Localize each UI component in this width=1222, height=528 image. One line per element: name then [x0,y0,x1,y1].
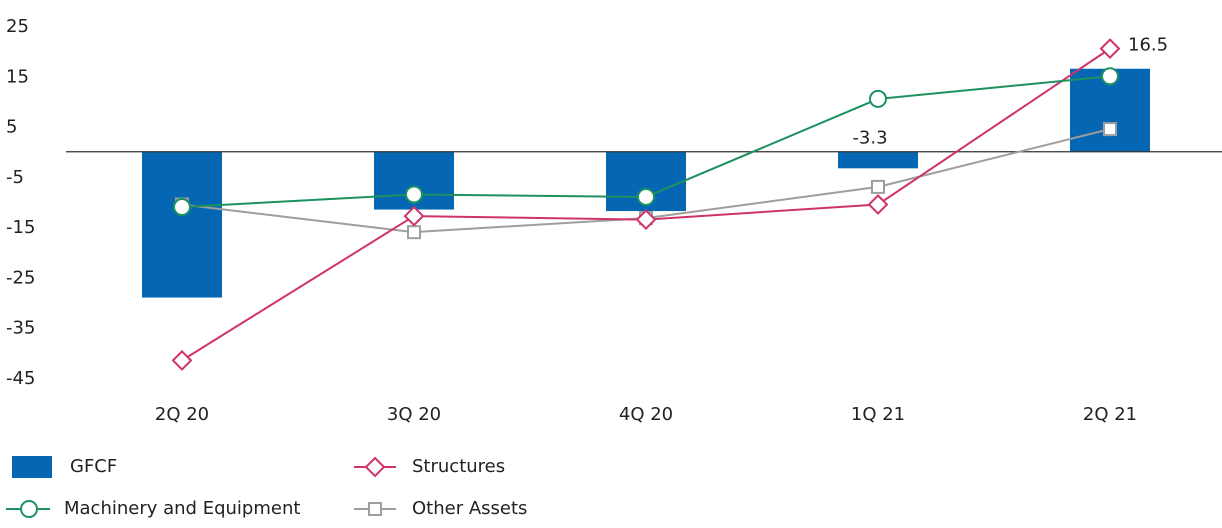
y-tick-label: -45 [6,368,35,389]
point-machinery [1101,67,1119,86]
diamond-marker-icon [354,456,396,478]
y-tick-label: 25 [6,16,29,37]
bar-gfcf [838,151,918,169]
data-label: 16.5 [1128,35,1168,56]
gfcf-swatch-icon [12,456,52,478]
legend-item-gfcf: GFCF [10,446,117,486]
y-tick-label: -5 [6,167,24,188]
point-machinery [869,89,887,108]
point-structures [171,349,193,371]
point-structures [635,209,657,231]
y-tick-label: -15 [6,217,35,238]
point-other-assets [1103,122,1117,137]
legend-label: Structures [412,455,506,477]
point-other-assets [871,179,885,194]
point-machinery [637,187,655,206]
legend-label: Other Assets [412,497,528,519]
point-structures [403,205,425,227]
x-tick-label: 3Q 20 [387,404,441,425]
legend-item-other-assets: Other Assets [352,488,527,528]
point-structures [867,194,889,215]
y-tick-label: -25 [6,267,35,288]
legend: GFCF Structures Machinery and Equipment … [0,440,1222,520]
x-tick-label: 2Q 20 [155,404,209,425]
point-machinery [405,185,423,204]
data-label: -3.3 [852,128,887,149]
circle-marker-icon [6,500,50,518]
x-tick-label: 2Q 21 [1083,404,1137,425]
legend-item-machinery: Machinery and Equipment [4,488,300,528]
y-tick-label: 15 [6,66,29,87]
y-tick-label: -35 [6,318,35,339]
x-tick-label: 1Q 21 [851,404,905,425]
point-machinery [173,198,191,217]
legend-label: GFCF [70,455,118,477]
x-tick-label: 4Q 20 [619,404,673,425]
legend-label: Machinery and Equipment [64,497,301,519]
legend-item-structures: Structures [352,446,505,486]
y-tick-label: 5 [6,117,17,138]
square-marker-icon [354,502,396,516]
chart: 25 15 5 -5 -15 -25 -35 -45 2Q 20 3Q 20 4Q 20 1Q 21 2… [6,16,1222,425]
bar-gfcf [142,151,222,298]
point-other-assets [407,225,421,240]
point-structures [1099,38,1121,60]
